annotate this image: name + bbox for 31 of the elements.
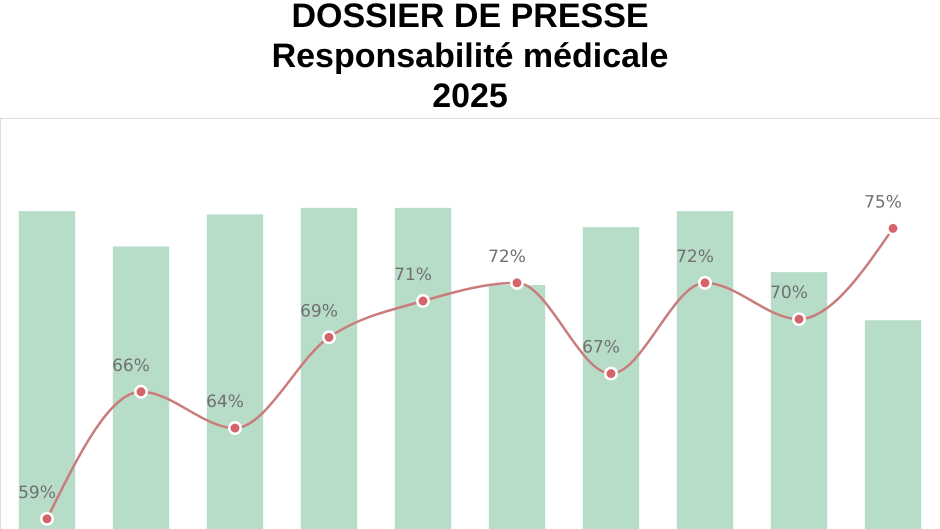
point: [698, 276, 712, 290]
data-label: 70%: [770, 283, 808, 304]
bar: [676, 211, 734, 529]
bar: [394, 208, 452, 529]
data-label: 72%: [488, 246, 526, 267]
bar: [770, 272, 828, 529]
point: [40, 512, 54, 526]
text: 2025: [432, 77, 508, 115]
data-label: 72%: [676, 246, 714, 267]
data-label: 69%: [300, 301, 338, 322]
bar: [864, 320, 922, 529]
data-label: 75%: [864, 192, 902, 212]
point: [322, 330, 336, 344]
bar: [582, 227, 640, 529]
data-label: 59%: [18, 482, 56, 503]
point: [792, 312, 806, 326]
data-label: 66%: [112, 356, 150, 376]
bar: [300, 208, 358, 529]
bar: [112, 246, 170, 529]
point: [604, 366, 618, 381]
text: DOSSIER DE PRESSE: [291, 0, 649, 35]
bar: [488, 284, 546, 529]
point: [228, 421, 242, 436]
text: Responsabilité médicale: [272, 37, 668, 75]
bar: [206, 214, 264, 529]
point: [134, 384, 148, 399]
data-label: 71%: [394, 264, 432, 285]
bar: [18, 211, 76, 529]
data-label: 64%: [206, 392, 244, 412]
data-label: 67%: [582, 338, 620, 358]
point: [416, 294, 430, 308]
